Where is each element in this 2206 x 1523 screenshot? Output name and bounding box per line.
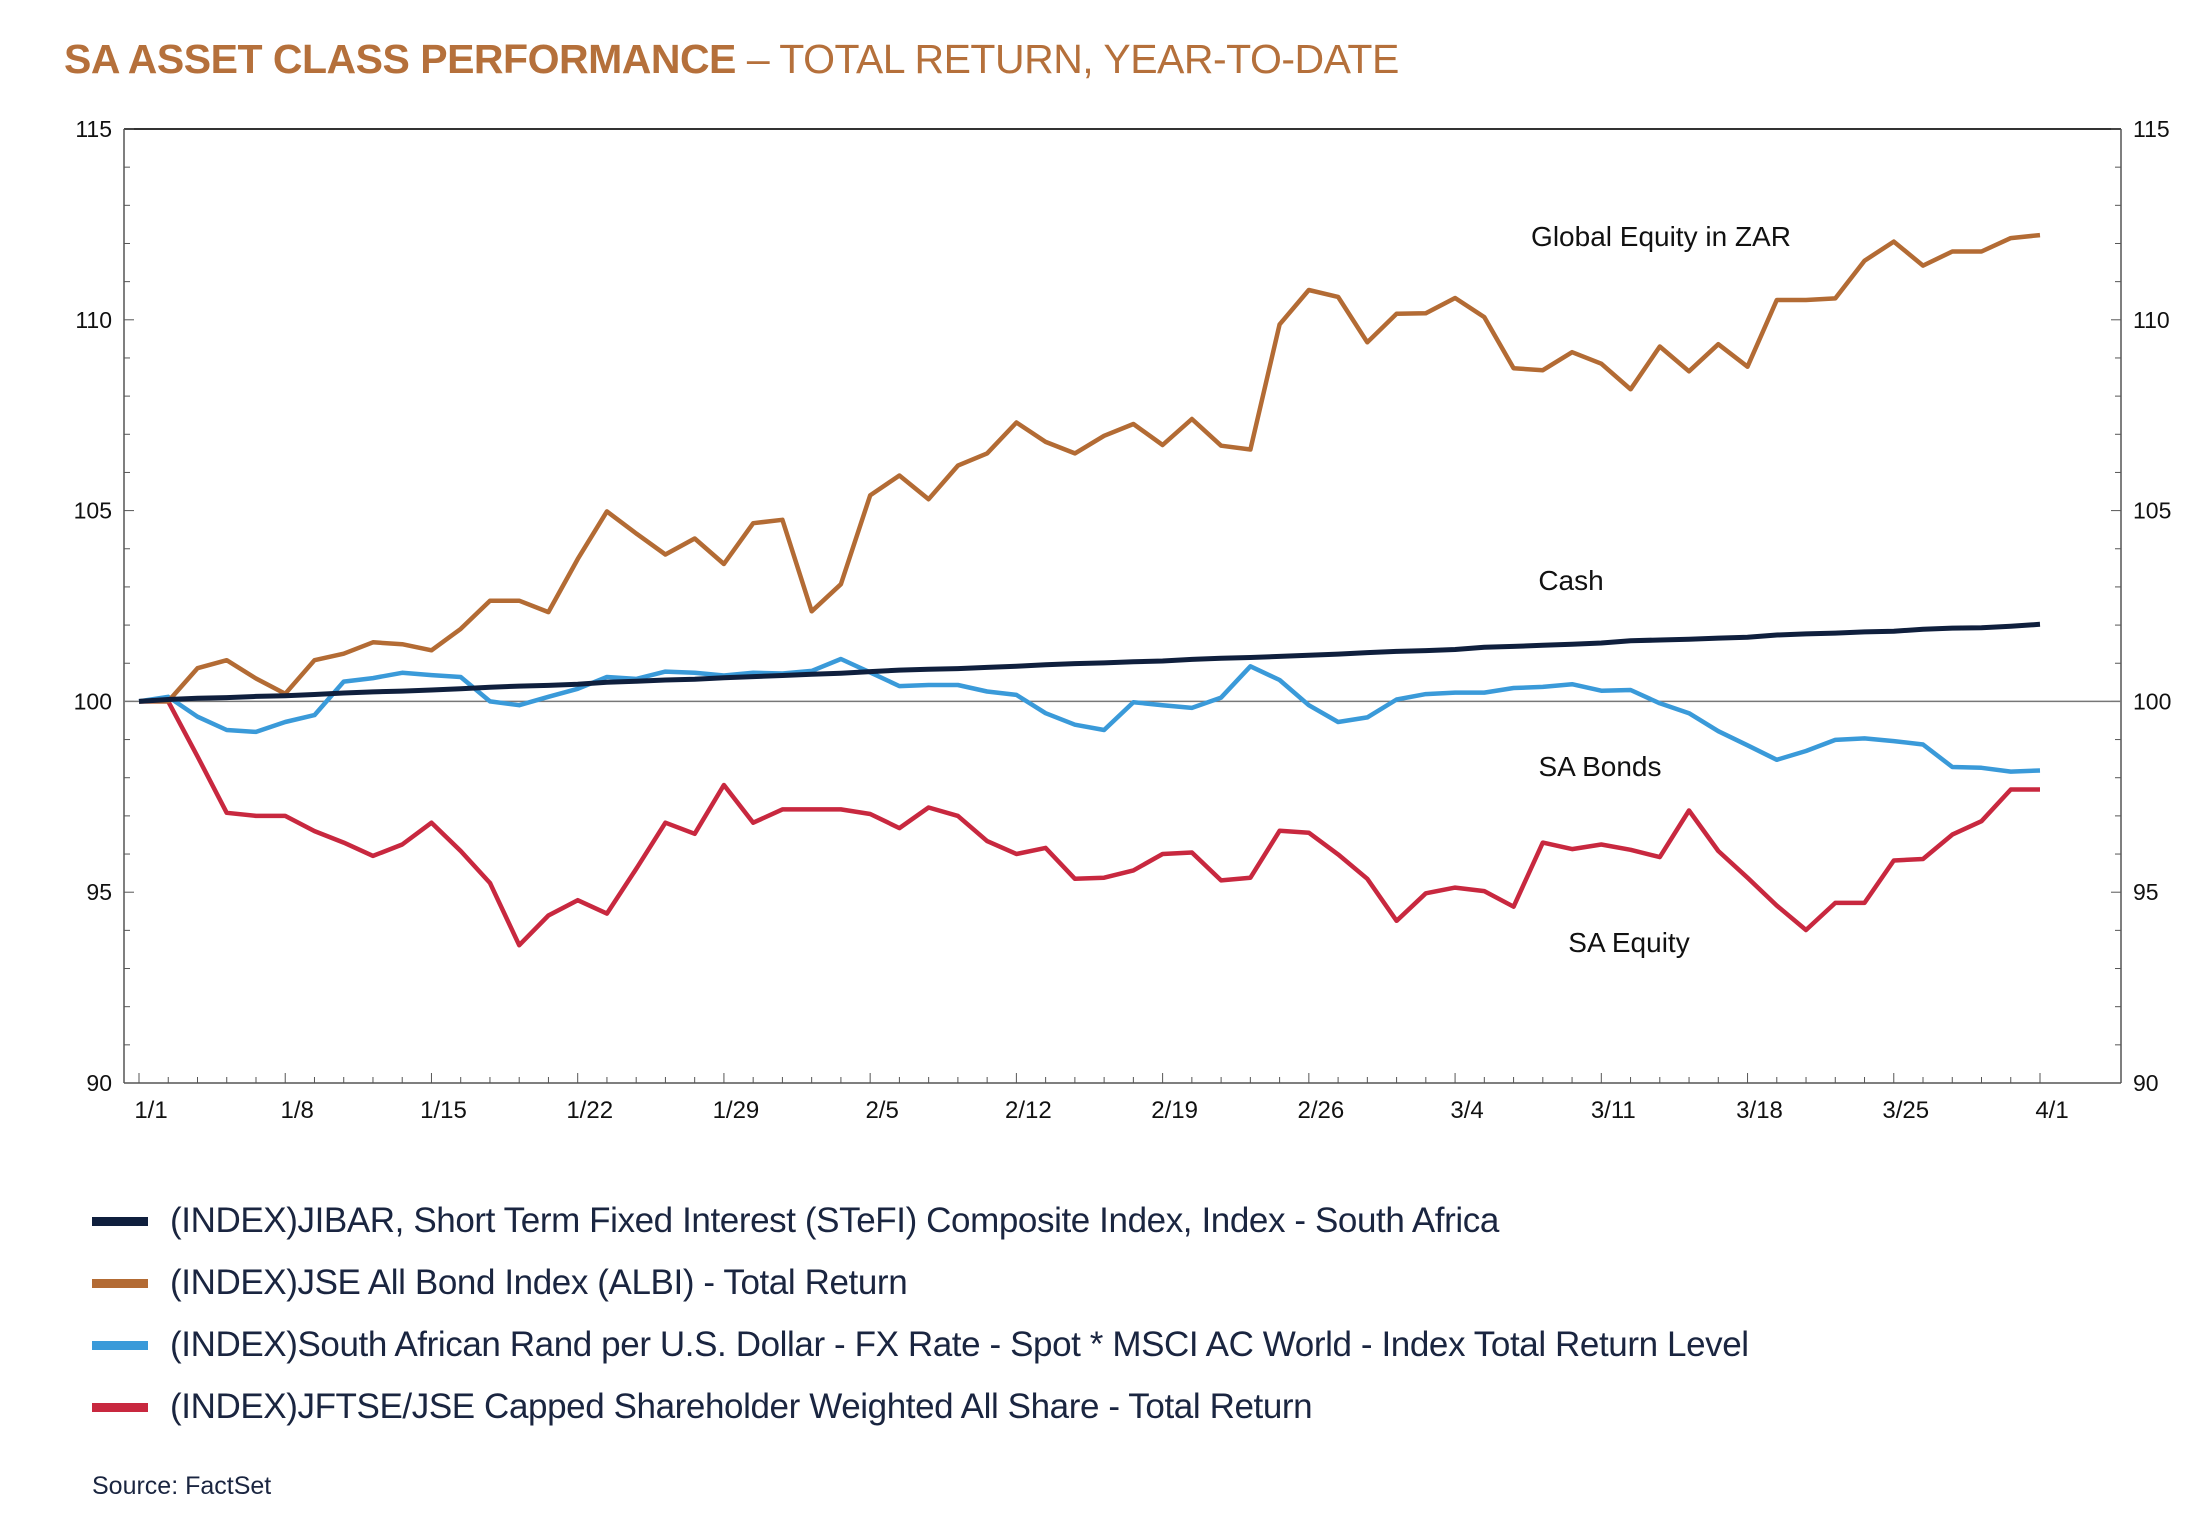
x-tick-label: 1/22 bbox=[566, 1097, 613, 1124]
series-annotation: SA Bonds bbox=[1539, 751, 1662, 782]
right-y-tick-label: 100 bbox=[2133, 688, 2171, 714]
series-line-global-equity-in-zar bbox=[139, 232, 2041, 704]
right-y-tick-label: 95 bbox=[2133, 879, 2159, 905]
legend-label: (INDEX)JFTSE/JSE Capped Shareholder Weig… bbox=[170, 1387, 1313, 1426]
title-bold: SA ASSET CLASS PERFORMANCE bbox=[64, 36, 736, 82]
x-tick-label: 2/5 bbox=[865, 1097, 898, 1124]
legend-item: (INDEX)JIBAR, Short Term Fixed Interest … bbox=[92, 1190, 1749, 1252]
y-tick-label: 110 bbox=[75, 307, 112, 333]
series-line-sa-equity bbox=[139, 699, 2040, 948]
legend-label: (INDEX)South African Rand per U.S. Dolla… bbox=[170, 1325, 1749, 1364]
right-y-tick-label: 110 bbox=[2133, 307, 2170, 333]
x-tick-label: 3/18 bbox=[1736, 1097, 1783, 1124]
series-line-cash bbox=[138, 621, 2041, 704]
x-tick-label: 2/26 bbox=[1297, 1097, 1344, 1124]
y-tick-label: 105 bbox=[74, 498, 112, 524]
series-annotation: Cash bbox=[1538, 565, 1603, 596]
legend-swatch bbox=[92, 1278, 148, 1288]
right-y-tick-label: 105 bbox=[2133, 498, 2171, 524]
y-tick-label: 100 bbox=[74, 688, 112, 714]
x-tick-label: 1/1 bbox=[134, 1097, 167, 1124]
x-tick-label: 4/1 bbox=[2035, 1097, 2068, 1124]
legend-item: (INDEX)JSE All Bond Index (ALBI) - Total… bbox=[92, 1252, 1749, 1314]
legend-label: (INDEX)JIBAR, Short Term Fixed Interest … bbox=[170, 1201, 1499, 1240]
x-tick-label: 1/15 bbox=[420, 1097, 467, 1124]
x-tick-label: 1/8 bbox=[281, 1097, 314, 1124]
series-annotation: SA Equity bbox=[1568, 927, 1689, 958]
legend-label: (INDEX)JSE All Bond Index (ALBI) - Total… bbox=[170, 1263, 908, 1302]
x-tick-label: 3/25 bbox=[1882, 1097, 1929, 1124]
right-y-tick-label: 90 bbox=[2133, 1070, 2159, 1096]
source-note: Source: FactSet bbox=[92, 1472, 272, 1500]
y-tick-label: 95 bbox=[86, 879, 112, 905]
legend-item: (INDEX)South African Rand per U.S. Dolla… bbox=[92, 1314, 1749, 1376]
x-tick-label: 2/12 bbox=[1005, 1097, 1052, 1124]
legend-item: (INDEX)JFTSE/JSE Capped Shareholder Weig… bbox=[92, 1376, 1749, 1438]
x-tick-label: 1/29 bbox=[713, 1097, 760, 1124]
x-tick-label: 2/19 bbox=[1151, 1097, 1198, 1124]
y-tick-label: 115 bbox=[75, 116, 112, 142]
chart-title: SA ASSET CLASS PERFORMANCE – TOTAL RETUR… bbox=[64, 36, 1399, 83]
series-annotation: Global Equity in ZAR bbox=[1531, 221, 1791, 252]
legend-swatch bbox=[92, 1340, 148, 1350]
legend-swatch bbox=[92, 1402, 148, 1412]
line-chart: 90 95 100 105 110 115 90 95 100 105 110 115 1/1 1/8 1/… bbox=[74, 116, 2172, 1124]
legend: (INDEX)JIBAR, Short Term Fixed Interest … bbox=[92, 1190, 1749, 1438]
legend-swatch bbox=[92, 1216, 148, 1226]
series-line-sa-bonds bbox=[138, 656, 2041, 774]
x-tick-label: 3/11 bbox=[1591, 1097, 1636, 1124]
y-tick-label: 90 bbox=[86, 1070, 112, 1096]
x-tick-label: 3/4 bbox=[1450, 1097, 1483, 1124]
right-y-tick-label: 115 bbox=[2133, 116, 2170, 142]
title-subtitle: – TOTAL RETURN, YEAR-TO-DATE bbox=[735, 36, 1399, 82]
